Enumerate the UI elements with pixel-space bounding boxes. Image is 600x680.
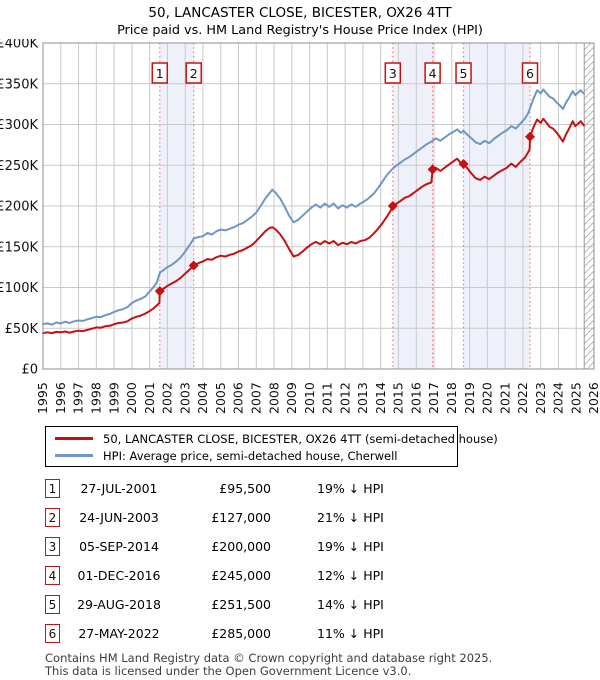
- footer-line-2: This data is licensed under the Open Gov…: [45, 663, 412, 678]
- sales-table: 1 27-JUL-2001 £95,500 19% ↓ HPI 2 24-JUN-2003…: [45, 474, 600, 648]
- legend-label: HPI: Average price, semi-detached house,…: [103, 448, 398, 463]
- svg-text:£0: £0: [21, 363, 38, 378]
- price-history-chart: 1 2 3 4 5 6 £0 £50K £100K £150K £200K £250K £300K £35…: [0, 39, 600, 414]
- sale-price: £200,000: [211, 539, 271, 554]
- svg-text:2005: 2005: [213, 382, 228, 414]
- svg-text:2026: 2026: [586, 382, 600, 414]
- sale-number-badge: 6: [45, 624, 60, 643]
- svg-text:2021: 2021: [497, 382, 512, 414]
- sale-date: 24-JUN-2003: [79, 510, 159, 525]
- svg-text:1: 1: [156, 66, 164, 81]
- sale-price: £251,500: [211, 597, 271, 612]
- sale-number-badge: 2: [45, 508, 60, 527]
- svg-text:2013: 2013: [355, 382, 370, 414]
- svg-text:5: 5: [460, 66, 468, 81]
- svg-text:2017: 2017: [426, 382, 441, 414]
- sale-number-badge: 5: [45, 595, 60, 614]
- svg-text:1997: 1997: [71, 382, 86, 414]
- sale-date: 27-JUL-2001: [80, 481, 158, 496]
- legend-item-hpi: HPI: Average price, semi-detached house,…: [46, 447, 457, 464]
- svg-text:2007: 2007: [248, 382, 263, 414]
- legend-item-property: 50, LANCASTER CLOSE, BICESTER, OX26 4TT …: [46, 430, 498, 447]
- svg-text:2: 2: [190, 66, 198, 81]
- sale-hpi-delta: 19% ↓ HPI: [317, 539, 384, 554]
- page-subtitle: Price paid vs. HM Land Registry's House …: [117, 23, 483, 38]
- sale-row: 5 29-AUG-2018 £251,500 14% ↓ HPI: [45, 590, 600, 619]
- svg-text:2025: 2025: [568, 382, 583, 414]
- chart-legend: 50, LANCASTER CLOSE, BICESTER, OX26 4TT …: [45, 426, 498, 467]
- sale-number-badge: 1: [45, 479, 60, 498]
- svg-text:2023: 2023: [533, 382, 548, 414]
- svg-text:£400K: £400K: [0, 39, 38, 52]
- sale-price: £245,000: [211, 568, 271, 583]
- svg-text:£100K: £100K: [0, 281, 38, 296]
- sale-row: 1 27-JUL-2001 £95,500 19% ↓ HPI: [45, 474, 600, 503]
- sale-date: 29-AUG-2018: [77, 597, 161, 612]
- svg-text:2014: 2014: [373, 382, 388, 414]
- svg-text:3: 3: [389, 66, 397, 81]
- svg-text:2003: 2003: [177, 382, 192, 414]
- svg-text:2019: 2019: [462, 382, 477, 414]
- svg-text:2004: 2004: [195, 382, 210, 414]
- red-line-swatch: [55, 437, 93, 440]
- svg-text:2015: 2015: [391, 382, 406, 414]
- sale-date: 27-MAY-2022: [78, 626, 160, 641]
- svg-text:£150K: £150K: [0, 240, 38, 255]
- svg-text:1998: 1998: [89, 382, 104, 414]
- svg-text:2010: 2010: [302, 382, 317, 414]
- svg-text:2022: 2022: [515, 382, 530, 414]
- svg-text:2009: 2009: [284, 382, 299, 414]
- sale-hpi-delta: 21% ↓ HPI: [317, 510, 384, 525]
- svg-text:2002: 2002: [160, 382, 175, 414]
- svg-text:£300K: £300K: [0, 118, 38, 133]
- sale-hpi-delta: 19% ↓ HPI: [317, 481, 384, 496]
- svg-text:£50K: £50K: [5, 322, 39, 337]
- sale-hpi-delta: 12% ↓ HPI: [317, 568, 384, 583]
- blue-line-swatch: [55, 454, 93, 457]
- svg-text:2012: 2012: [337, 382, 352, 414]
- svg-text:2008: 2008: [266, 382, 281, 414]
- sale-price: £95,500: [219, 481, 271, 496]
- svg-text:1999: 1999: [106, 382, 121, 414]
- sale-row: 6 27-MAY-2022 £285,000 11% ↓ HPI: [45, 619, 600, 648]
- svg-text:2011: 2011: [320, 382, 335, 414]
- sale-hpi-delta: 14% ↓ HPI: [317, 597, 384, 612]
- svg-text:2024: 2024: [551, 382, 566, 414]
- sale-price: £127,000: [211, 510, 271, 525]
- svg-text:2001: 2001: [142, 382, 157, 414]
- sale-row: 3 05-SEP-2014 £200,000 19% ↓ HPI: [45, 532, 600, 561]
- title-block: 50, LANCASTER CLOSE, BICESTER, OX26 4TT …: [0, 0, 600, 38]
- svg-text:£200K: £200K: [0, 200, 38, 215]
- sale-date: 05-SEP-2014: [79, 539, 159, 554]
- svg-text:2000: 2000: [124, 382, 139, 414]
- svg-text:1996: 1996: [53, 382, 68, 414]
- page-title: 50, LANCASTER CLOSE, BICESTER, OX26 4TT: [148, 5, 452, 21]
- svg-text:2006: 2006: [231, 382, 246, 414]
- legend-label: 50, LANCASTER CLOSE, BICESTER, OX26 4TT …: [103, 431, 498, 446]
- sale-row: 4 01-DEC-2016 £245,000 12% ↓ HPI: [45, 561, 600, 590]
- svg-text:2018: 2018: [444, 382, 459, 414]
- svg-text:2020: 2020: [480, 382, 495, 414]
- sale-date: 01-DEC-2016: [77, 568, 161, 583]
- svg-text:2016: 2016: [408, 382, 423, 414]
- svg-text:£350K: £350K: [0, 77, 38, 92]
- license-footer: Contains HM Land Registry data © Crown c…: [45, 652, 600, 677]
- sale-row: 2 24-JUN-2003 £127,000 21% ↓ HPI: [45, 503, 600, 532]
- svg-text:1995: 1995: [35, 382, 50, 414]
- sale-price: £285,000: [211, 626, 271, 641]
- sale-hpi-delta: 11% ↓ HPI: [317, 626, 384, 641]
- sale-number-badge: 4: [45, 566, 60, 585]
- svg-text:£250K: £250K: [0, 159, 38, 174]
- footer-line-1: Contains HM Land Registry data © Crown c…: [45, 651, 493, 665]
- sale-number-badge: 3: [45, 537, 60, 556]
- svg-text:4: 4: [429, 66, 437, 81]
- svg-text:6: 6: [526, 66, 534, 81]
